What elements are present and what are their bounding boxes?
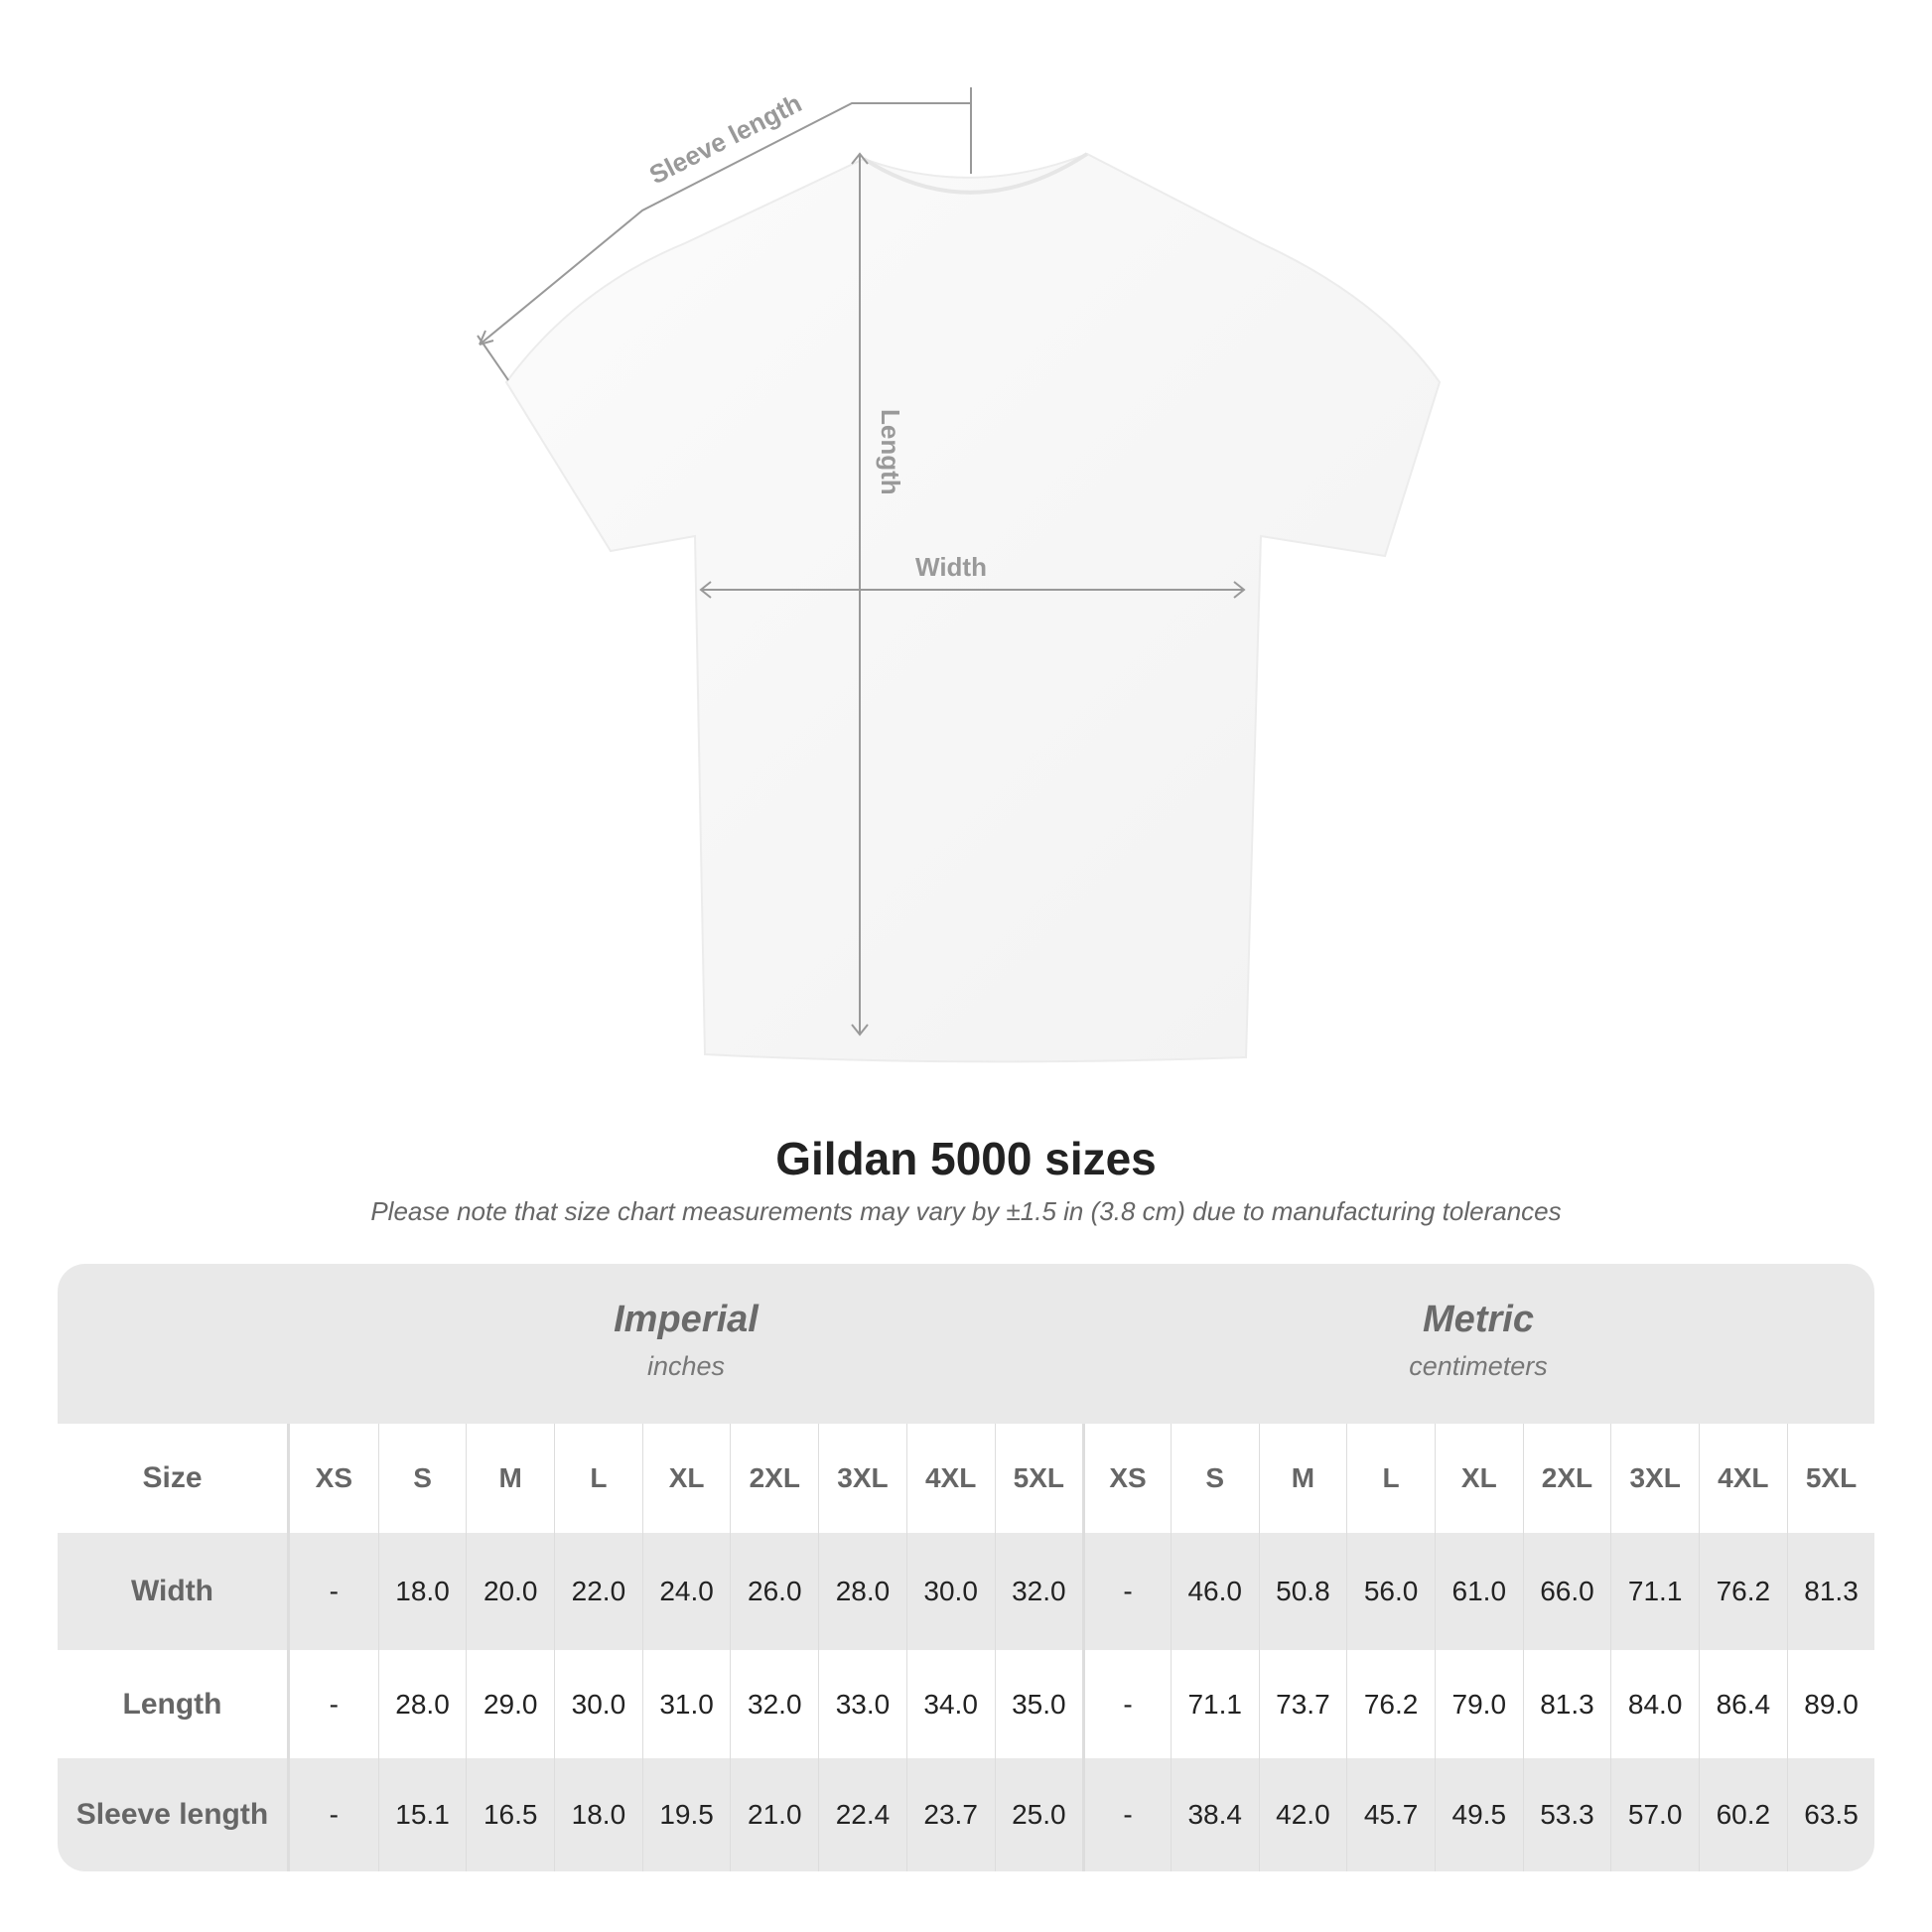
- size-header-cell: S: [377, 1424, 467, 1533]
- table-cell: 28.0: [377, 1650, 467, 1758]
- size-header-cell: 5XL: [994, 1424, 1083, 1533]
- table-cell: 57.0: [1610, 1758, 1699, 1871]
- size-header-cell: 4XL: [905, 1424, 995, 1533]
- table-cell: 33.0: [818, 1650, 906, 1758]
- table-cell: 25.0: [994, 1758, 1083, 1871]
- table-cell: 76.2: [1346, 1650, 1435, 1758]
- metric-unit: centimeters: [1409, 1351, 1548, 1381]
- size-header-cell: XL: [641, 1424, 731, 1533]
- length-label: Length: [876, 409, 905, 495]
- table-cell: -: [1082, 1758, 1171, 1871]
- table-cell: 32.0: [730, 1650, 818, 1758]
- table-cell: 22.0: [554, 1533, 642, 1650]
- size-header-cell: M: [1258, 1424, 1347, 1533]
- table-cell: 30.0: [554, 1650, 642, 1758]
- table-cell: 23.7: [905, 1758, 995, 1871]
- table-cell: 53.3: [1522, 1758, 1611, 1871]
- table-cell: 63.5: [1786, 1758, 1874, 1871]
- table-cell: 71.1: [1610, 1533, 1699, 1650]
- table-cell: 18.0: [377, 1533, 467, 1650]
- table-cell: 31.0: [641, 1650, 731, 1758]
- table-cell: 18.0: [554, 1758, 642, 1871]
- size-header-cell: L: [1346, 1424, 1435, 1533]
- table-cell: 20.0: [466, 1533, 554, 1650]
- table-cell: 16.5: [466, 1758, 554, 1871]
- table-cell: 29.0: [466, 1650, 554, 1758]
- table-cell: 56.0: [1346, 1533, 1435, 1650]
- size-header-cell: XS: [315, 1462, 353, 1493]
- table-cell: -: [329, 1576, 339, 1606]
- table-cell: 45.7: [1346, 1758, 1435, 1871]
- size-header-cell: L: [554, 1424, 642, 1533]
- table-cell: 38.4: [1170, 1758, 1259, 1871]
- table-cell: 21.0: [730, 1758, 818, 1871]
- table-cell: 71.1: [1170, 1650, 1259, 1758]
- table-cell: 34.0: [905, 1650, 995, 1758]
- table-cell: 81.3: [1786, 1533, 1874, 1650]
- table-cell: -: [1082, 1650, 1171, 1758]
- size-chart-table: Imperial inches Metric centimeters Size X…: [58, 1264, 1874, 1871]
- tshirt-diagram: Sleeve length Length Width: [477, 87, 1442, 1063]
- table-cell: -: [1082, 1533, 1171, 1650]
- table-cell: 76.2: [1699, 1533, 1787, 1650]
- metric-header: Metric centimeters: [1082, 1264, 1874, 1424]
- table-cell: 46.0: [1170, 1533, 1259, 1650]
- table-cell: 24.0: [641, 1533, 731, 1650]
- size-header-cell: S: [1170, 1424, 1259, 1533]
- table-cell: 86.4: [1699, 1650, 1787, 1758]
- size-header-cell: 2XL: [1522, 1424, 1611, 1533]
- row-label: Sleeve length: [58, 1758, 290, 1871]
- table-cell: 61.0: [1434, 1533, 1523, 1650]
- table-cell: 19.5: [641, 1758, 731, 1871]
- table-cell: 84.0: [1610, 1650, 1699, 1758]
- row-label: Length: [58, 1650, 290, 1758]
- sleeve-measure-line: [479, 102, 971, 345]
- table-cell: 26.0: [730, 1533, 818, 1650]
- table-cell: 28.0: [818, 1533, 906, 1650]
- table-cell: -: [329, 1799, 339, 1830]
- table-cell: 42.0: [1258, 1758, 1347, 1871]
- table-cell: -: [329, 1688, 339, 1720]
- size-header-cell: 2XL: [730, 1424, 818, 1533]
- size-header-cell: M: [466, 1424, 554, 1533]
- metric-title: Metric: [1423, 1299, 1534, 1340]
- table-row: Width -18.0 20.0 22.0 24.0 26.0 28.0 30.0 32.0-4…: [58, 1533, 1874, 1650]
- width-label: Width: [915, 552, 987, 582]
- table-row: Sleeve length - 15.1 16.5 18.0 19.5 21.0 22.4 23…: [58, 1758, 1874, 1871]
- table-header-band: [58, 1264, 1874, 1424]
- imperial-unit: inches: [646, 1351, 726, 1381]
- table-cell: 49.5: [1434, 1758, 1523, 1871]
- table-cell: 73.7: [1258, 1650, 1347, 1758]
- table-row: Length -28.0 29.0 30.0 31.0 32.0 33.0 34.0 35.0-…: [58, 1650, 1874, 1758]
- tshirt-collar: [862, 152, 1089, 195]
- size-header-cell: 5XL: [1786, 1424, 1874, 1533]
- size-header-cell: XS: [1082, 1424, 1171, 1533]
- table-cell: 60.2: [1699, 1758, 1787, 1871]
- table-cell: 15.1: [377, 1758, 467, 1871]
- row-label: Size: [58, 1424, 290, 1533]
- size-header-cell: 4XL: [1699, 1424, 1787, 1533]
- size-header-cell: 3XL: [818, 1424, 906, 1533]
- table-cell: 22.4: [818, 1758, 906, 1871]
- table-cell: 81.3: [1522, 1650, 1611, 1758]
- table-cell: 50.8: [1258, 1533, 1347, 1650]
- row-label: Width: [58, 1533, 290, 1650]
- size-header-row: Size XS S M L XL 2XL 3XL 4XL 5XL XS S M L XL 2XL 3XL 4XL 5…: [58, 1424, 1874, 1533]
- table-cell: 89.0: [1786, 1650, 1874, 1758]
- table-cell: 32.0: [994, 1533, 1083, 1650]
- imperial-header: Imperial inches: [290, 1264, 1082, 1424]
- tshirt-body: [504, 152, 1442, 1063]
- size-header-cell: XL: [1434, 1424, 1523, 1533]
- table-cell: 35.0: [994, 1650, 1083, 1758]
- tolerance-note: Please note that size chart measurements…: [370, 1196, 1562, 1226]
- page-title: Gildan 5000 sizes: [775, 1133, 1157, 1184]
- size-header-cell: 3XL: [1610, 1424, 1699, 1533]
- imperial-title: Imperial: [614, 1299, 759, 1340]
- table-cell: 79.0: [1434, 1650, 1523, 1758]
- table-cell: 66.0: [1522, 1533, 1611, 1650]
- table-cell: 30.0: [905, 1533, 995, 1650]
